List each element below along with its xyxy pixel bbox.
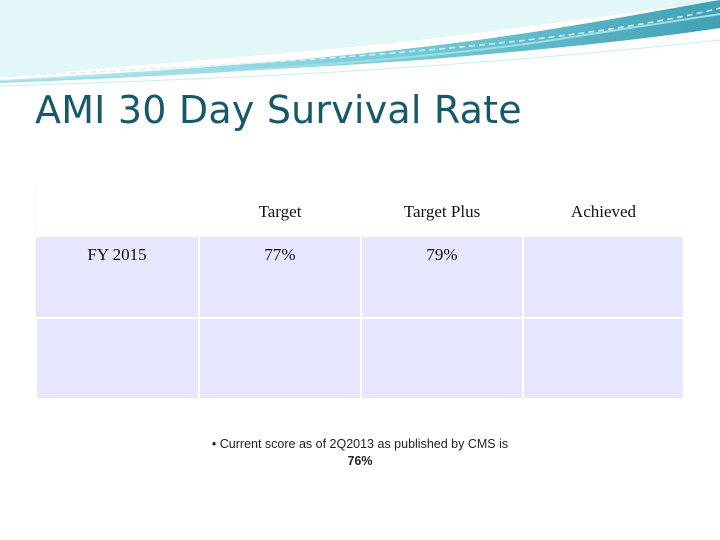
header-cell-target: Target [199,189,361,236]
header-swoosh-decoration [0,0,720,87]
table-header-row: Target Target Plus Achieved [36,189,684,236]
empty-cell [35,317,200,398]
score-note: • Current score as of 2Q2013 as publishe… [200,436,520,470]
score-table: Target Target Plus Achieved FY 2015 77% … [35,189,685,398]
row-label-fy: FY 2015 [36,235,200,318]
note-text: Current score as of 2Q2013 as published … [219,437,509,451]
note-score-value: 76% [347,454,373,468]
cell-achieved [522,235,685,318]
cell-target-plus: 79% [360,235,524,318]
table-row: FY 2015 77% 79% [36,235,685,318]
slide-title: AMI 30 Day Survival Rate [35,88,522,132]
bullet-icon: • [211,437,217,451]
score-table-container: Target Target Plus Achieved FY 2015 77% … [35,189,685,398]
header-cell-target-plus: Target Plus [361,189,523,236]
header-cell-achieved: Achieved [523,189,684,236]
empty-cell [198,317,362,398]
empty-cell [522,317,685,398]
empty-cell [360,317,524,398]
table-empty-row [35,317,685,398]
cell-target: 77% [198,235,362,318]
header-cell-empty [36,189,199,236]
